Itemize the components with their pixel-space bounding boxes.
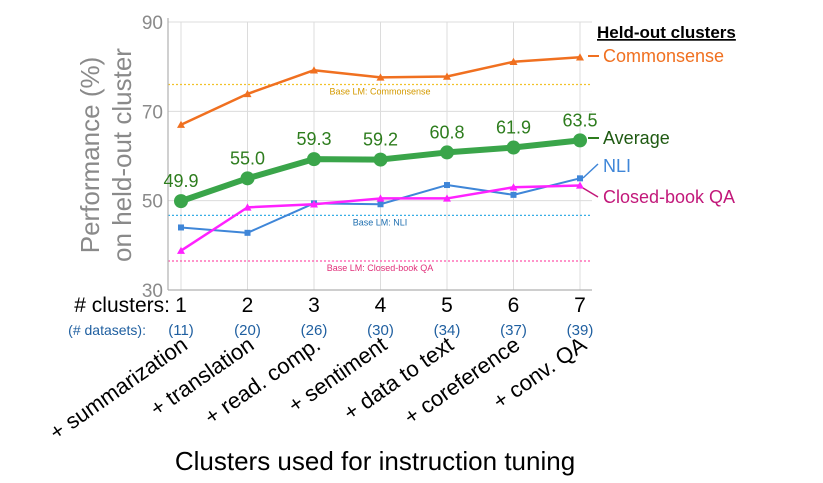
x-axis-title: Clusters used for instruction tuning — [175, 446, 575, 476]
axes: 30 50 70 90 — [142, 13, 592, 302]
data-label: 63.5 — [562, 110, 597, 130]
legend-label: Average — [603, 128, 670, 148]
data-label: 49.9 — [163, 171, 198, 191]
data-point — [444, 182, 450, 189]
data-point — [376, 194, 385, 202]
cluster-count-label: 1 — [175, 294, 187, 317]
data-label: 61.9 — [496, 118, 531, 138]
baselines: Base LM: Commonsense Base LM: NLI Base LM:… — [168, 83, 592, 273]
data-point — [510, 191, 517, 198]
y-axis-label-line1: Performance (%) — [75, 57, 105, 254]
datasets-row-label: (# datasets): — [68, 322, 146, 338]
y-tick-label: 90 — [142, 13, 163, 34]
baseline-label: Base LM: Closed-book QA — [327, 263, 434, 273]
data-label: 59.2 — [363, 130, 398, 150]
y-tick-label: 30 — [142, 281, 163, 302]
data-point — [373, 152, 388, 167]
dataset-count-label: (39) — [567, 322, 594, 339]
dataset-count-label: (30) — [367, 322, 394, 339]
data-point — [177, 246, 185, 254]
legend-label: Closed-book QA — [603, 187, 735, 207]
data-point — [506, 140, 521, 155]
data-point — [243, 89, 252, 98]
data-point — [509, 57, 518, 65]
cluster-count-label: 4 — [375, 294, 387, 317]
data-point — [376, 73, 385, 81]
dataset-count-label: (37) — [500, 322, 527, 339]
data-point — [307, 152, 321, 167]
data-label: 60.8 — [429, 122, 464, 142]
data-point — [576, 53, 584, 61]
clusters-row-label: # clusters: — [74, 294, 170, 317]
data-point — [577, 175, 583, 182]
data-point — [310, 200, 318, 208]
data-point — [243, 203, 252, 211]
legend-connector — [582, 163, 599, 179]
y-tick-label: 50 — [142, 192, 163, 213]
data-point — [443, 72, 451, 80]
series — [174, 53, 587, 254]
data-point — [240, 171, 255, 186]
data-point — [440, 145, 454, 160]
cluster-count-label: 5 — [441, 294, 453, 317]
data-point — [178, 224, 184, 231]
cluster-count-label: 3 — [308, 294, 320, 317]
data-point — [244, 229, 251, 236]
baseline-label: Base LM: Commonsense — [329, 87, 430, 97]
data-point — [576, 181, 584, 189]
dataset-count-label: (20) — [234, 322, 261, 339]
legend-title: Held-out clusters — [597, 23, 736, 42]
data-point — [573, 133, 587, 148]
legend-label: NLI — [603, 156, 631, 176]
data-point — [174, 194, 188, 209]
y-tick-label: 70 — [142, 102, 163, 123]
dataset-count-label: (34) — [434, 322, 461, 339]
dataset-count-label: (26) — [301, 322, 328, 339]
data-point — [177, 120, 185, 128]
dataset-count-label: (11) — [168, 322, 194, 339]
legend-label: Commonsense — [603, 46, 724, 66]
data-label: 55.0 — [230, 148, 265, 168]
cluster-count-label: 7 — [574, 294, 586, 317]
data-label: 59.3 — [296, 129, 331, 149]
data-point — [443, 194, 451, 202]
data-point — [377, 201, 384, 208]
y-axis-label-line2: on held-out cluster — [107, 48, 137, 262]
baseline-label: Base LM: NLI — [353, 217, 408, 227]
cluster-count-label: 2 — [242, 294, 254, 317]
data-point — [310, 66, 318, 74]
cluster-count-label: 6 — [508, 294, 520, 317]
legend-connector — [582, 187, 599, 198]
data-point — [509, 183, 518, 191]
